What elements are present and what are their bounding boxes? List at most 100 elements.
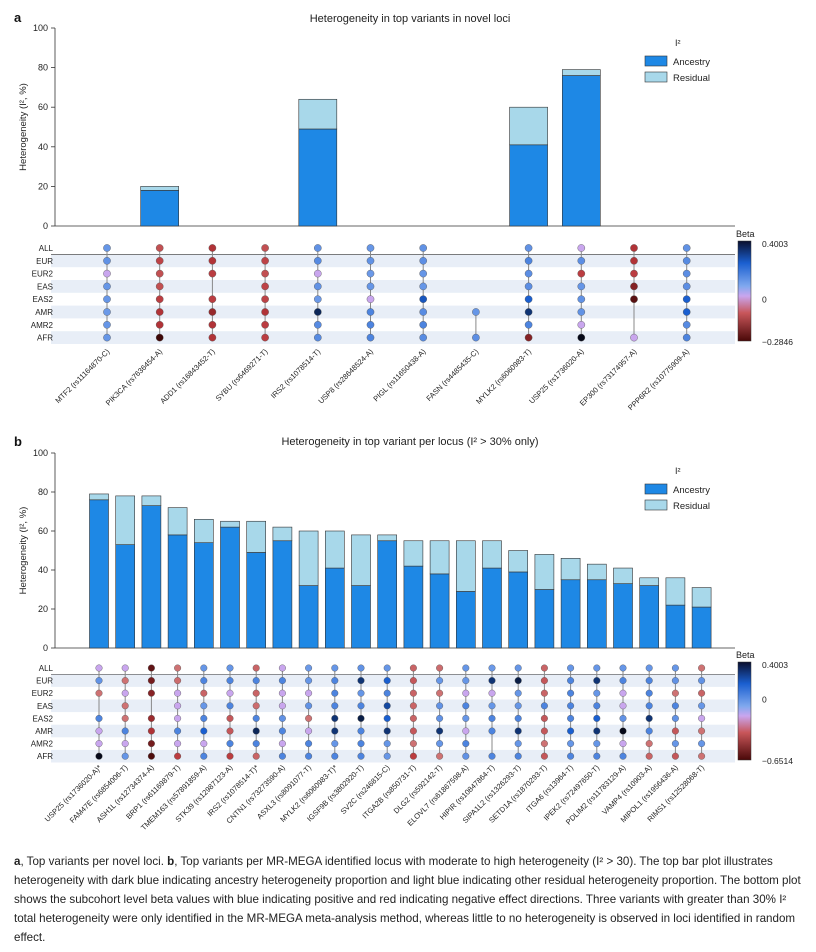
beta-dot: [200, 727, 208, 735]
beta-dot: [436, 689, 444, 697]
beta-dot: [698, 727, 706, 735]
beta-dot: [409, 727, 417, 735]
beta-dot: [682, 308, 691, 316]
beta-dot: [409, 689, 417, 697]
beta-dot: [682, 320, 691, 329]
beta-dot: [103, 308, 111, 316]
beta-dot: [567, 702, 575, 710]
x-category-label: USP25 (rs1736020-A): [527, 347, 586, 406]
colorbar-title: Beta: [736, 650, 755, 660]
beta-dot: [208, 269, 217, 278]
bar-ancestry: [140, 190, 179, 227]
beta-dot: [524, 308, 533, 316]
beta-dot: [630, 282, 638, 291]
beta-dot: [331, 689, 339, 697]
beta-dot: [698, 702, 706, 710]
beta-dot: [366, 333, 375, 342]
beta-dot: [331, 752, 339, 760]
beta-dot: [261, 269, 269, 278]
beta-dot: [619, 714, 627, 722]
beta-dot: [488, 714, 496, 722]
beta-dot: [698, 677, 706, 685]
bar-residual: [272, 526, 293, 542]
beta-dot: [366, 244, 375, 252]
beta-dot: [409, 702, 417, 710]
beta-dot: [383, 664, 391, 672]
beta-dot: [630, 295, 638, 304]
beta-dot: [147, 677, 155, 685]
beta-dot: [252, 664, 260, 672]
panel-title: Heterogeneity in top variants in novel l…: [310, 13, 511, 25]
beta-dot: [95, 714, 103, 722]
beta-dot: [155, 295, 164, 304]
beta-dot: [419, 333, 428, 342]
beta-dot: [619, 727, 627, 735]
beta-dot: [524, 320, 533, 329]
panel-title: Heterogeneity in top variant per locus (…: [281, 436, 538, 448]
beta-dot: [147, 714, 155, 722]
beta-dot: [619, 677, 627, 685]
legend-title: I²: [675, 466, 681, 476]
beta-dot: [671, 677, 679, 685]
beta-dot: [155, 320, 164, 329]
panel-b: b Heterogeneity in top variant per locus …: [14, 434, 793, 832]
beta-dot: [226, 740, 234, 748]
beta-dot: [436, 664, 444, 672]
bar-residual: [509, 106, 548, 146]
beta-dot: [208, 244, 217, 252]
beta-dot: [103, 295, 111, 304]
bar-ancestry: [561, 75, 601, 227]
beta-dot: [174, 714, 182, 722]
beta-dot: [357, 689, 365, 697]
beta-dot: [593, 677, 601, 685]
beta-dot: [261, 256, 269, 265]
beta-dot: [419, 295, 428, 304]
beta-dot: [95, 740, 103, 748]
beta-dot: [200, 664, 208, 672]
beta-dot: [540, 689, 548, 697]
beta-dot: [419, 320, 428, 329]
beta-dot: [462, 702, 470, 710]
legend-label: Ancestry: [673, 57, 710, 68]
x-category-label: PIK3CA (rs7636454-A): [104, 347, 165, 408]
beta-dot: [261, 295, 269, 304]
beta-dot: [278, 727, 286, 735]
beta-dot: [462, 689, 470, 697]
bar-ancestry: [509, 144, 548, 227]
beta-dot: [226, 677, 234, 685]
beta-dot: [514, 740, 522, 748]
bar-ancestry: [194, 542, 214, 649]
beta-dot: [671, 727, 679, 735]
beta-dot: [671, 752, 679, 760]
beta-dot: [419, 244, 428, 252]
beta-dot: [698, 664, 706, 672]
matrix-row-band: [51, 280, 735, 293]
beta-dot: [682, 269, 691, 278]
beta-dot: [103, 269, 111, 278]
beta-dot: [540, 702, 548, 710]
colorbar-min-label: −0.2846: [762, 337, 793, 347]
beta-dot: [208, 295, 217, 304]
y-axis-label: Heterogeneity (I², %): [18, 507, 29, 595]
beta-dot: [331, 677, 339, 685]
beta-dot: [313, 244, 322, 252]
bar-ancestry: [403, 565, 424, 649]
matrix-row-band: [51, 724, 735, 738]
figure-canvas: a Heterogeneity in top variants in novel …: [14, 10, 793, 832]
beta-dot: [419, 282, 428, 291]
matrix-row-label: AMR: [35, 727, 53, 736]
beta-dot: [174, 664, 182, 672]
beta-dot: [645, 702, 653, 710]
beta-dot: [567, 689, 575, 697]
beta-dot: [462, 727, 470, 735]
legend-swatch: [644, 55, 668, 67]
beta-dot: [436, 714, 444, 722]
beta-dot: [252, 677, 260, 685]
beta-dot: [514, 677, 522, 685]
beta-dot: [305, 689, 313, 697]
beta-dot: [366, 295, 375, 304]
beta-dot: [419, 256, 428, 265]
beta-dot: [593, 727, 601, 735]
beta-dot: [462, 740, 470, 748]
bar-ancestry: [429, 573, 450, 649]
